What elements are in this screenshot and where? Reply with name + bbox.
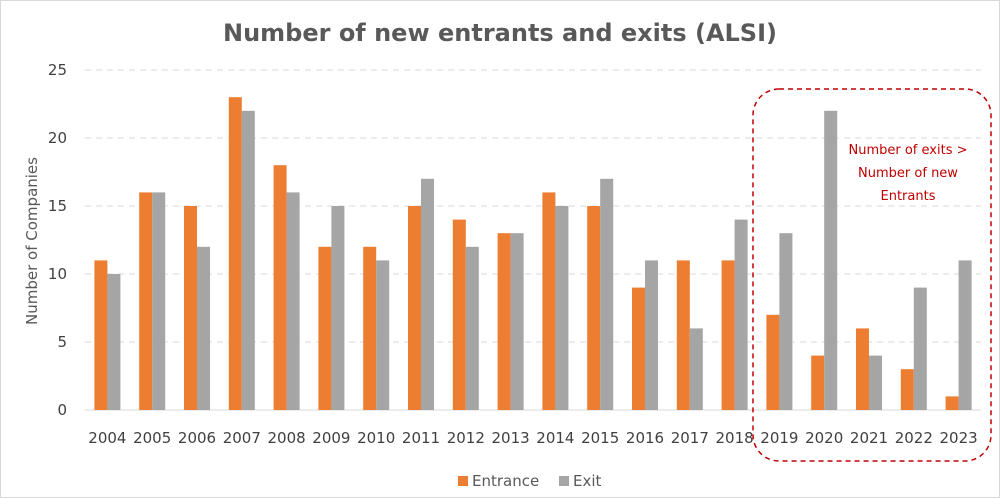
x-tick-label: 2010: [357, 429, 395, 447]
bar-exit-2016: [645, 260, 658, 410]
bar-exit-2011: [421, 178, 434, 410]
annotation-text-line: Number of exits >: [849, 143, 968, 158]
bar-exit-2022: [913, 287, 927, 410]
legend-swatch-exit: [559, 476, 569, 486]
bar-exit-2010: [376, 260, 390, 410]
gridlines: [85, 69, 981, 411]
legend-label-exit: Exit: [573, 472, 602, 490]
bar-entrance-2013: [497, 233, 511, 410]
bar-exit-2009: [331, 206, 345, 410]
y-tick-label: 25: [48, 61, 67, 79]
bar-exit-2015: [600, 178, 614, 410]
annotation-text-line: Number of new: [858, 166, 958, 181]
x-tick-label: 2018: [716, 429, 754, 447]
bar-exit-2019: [779, 233, 793, 410]
x-tick-label: 2017: [671, 429, 709, 447]
bar-exit-2006: [197, 246, 210, 410]
bar-entrance-2014: [542, 192, 556, 410]
bar-entrance-2018: [721, 260, 735, 410]
y-axis-label: Number of Companies: [23, 157, 41, 325]
chart-title: Number of new entrants and exits (ALSI): [223, 19, 777, 47]
bar-entrance-2015: [587, 206, 601, 410]
x-tick-label: 2009: [312, 429, 350, 447]
bar-entrance-2010: [363, 246, 377, 410]
bar-exit-2004: [107, 274, 121, 410]
x-tick-label: 2022: [895, 429, 933, 447]
bar-entrance-2009: [318, 246, 332, 410]
bar-exit-2021: [869, 355, 882, 410]
bar-entrance-2019: [766, 314, 780, 410]
y-axis-ticks: 0 5 10 15 20 25: [48, 61, 67, 419]
bar-entrance-2023: [945, 396, 959, 410]
x-tick-label: 2013: [492, 429, 530, 447]
x-tick-label: 2019: [760, 429, 798, 447]
bar-entrance-2016: [632, 287, 645, 410]
x-tick-label: 2012: [447, 429, 485, 447]
bar-entrance-2007: [228, 97, 242, 410]
legend: Entrance Exit: [458, 472, 602, 490]
x-tick-label: 2004: [88, 429, 126, 447]
x-tick-label: 2016: [626, 429, 664, 447]
x-tick-label: 2005: [133, 429, 171, 447]
y-tick-label: 20: [48, 129, 67, 147]
bar-exit-2023: [958, 260, 972, 410]
bar-entrance-2008: [273, 165, 287, 410]
bar-entrance-2022: [900, 369, 914, 410]
bar-exit-2013: [510, 233, 524, 410]
legend-label-entrance: Entrance: [472, 472, 539, 490]
x-tick-label: 2021: [850, 429, 888, 447]
bar-entrance-2011: [408, 206, 421, 410]
bar-exit-2020: [824, 110, 838, 411]
bar-exit-2018: [734, 219, 748, 410]
bar-exit-2014: [555, 206, 569, 410]
annotation-text-line: Entrants: [881, 189, 936, 204]
bar-entrance-2004: [94, 260, 108, 410]
bar-entrance-2006: [184, 206, 197, 410]
bar-entrance-2021: [856, 328, 869, 410]
bar-exit-2005: [152, 192, 166, 410]
highlight-box: [752, 88, 992, 462]
x-tick-label: 2014: [536, 429, 574, 447]
x-tick-label: 2020: [805, 429, 843, 447]
x-axis-ticks: 2004 2005 2006 2007 2008 2009 2010 2011 2012 2013…: [88, 429, 977, 447]
bar-entrance-2020: [811, 355, 825, 410]
y-tick-label: 0: [57, 401, 67, 419]
bar-entrance-2012: [452, 219, 466, 410]
y-tick-label: 15: [48, 197, 67, 215]
bar-entrance-2005: [139, 192, 153, 410]
bars: [94, 97, 972, 411]
bar-exit-2017: [689, 328, 703, 410]
bar-exit-2007: [241, 110, 255, 411]
x-tick-label: 2007: [223, 429, 261, 447]
legend-swatch-entrance: [458, 476, 468, 486]
y-tick-label: 10: [48, 265, 67, 283]
bar-entrance-2017: [676, 260, 690, 410]
y-tick-label: 5: [57, 333, 67, 351]
x-tick-label: 2015: [581, 429, 619, 447]
x-tick-label: 2008: [268, 429, 306, 447]
x-tick-label: 2011: [402, 429, 440, 447]
x-tick-label: 2006: [178, 429, 216, 447]
annotation: Number of exits > Number of new Entrants: [752, 88, 992, 462]
x-tick-label: 2023: [940, 429, 978, 447]
bar-exit-2012: [465, 246, 479, 410]
bar-exit-2008: [286, 192, 300, 410]
